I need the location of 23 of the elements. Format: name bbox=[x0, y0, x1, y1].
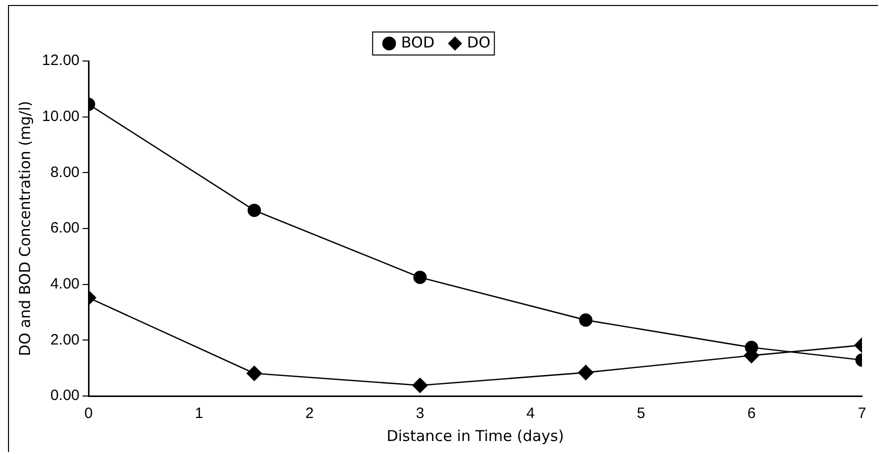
x-tick-label: 4 bbox=[526, 405, 535, 422]
legend-label: DO bbox=[467, 33, 490, 52]
y-tick-label: 6.00 bbox=[50, 220, 80, 237]
y-tick-label: 4.00 bbox=[50, 275, 80, 292]
point bbox=[413, 270, 427, 284]
y-tick-label: 10.00 bbox=[42, 108, 80, 125]
legend-label: BOD bbox=[401, 33, 435, 52]
y-tick-label: 2.00 bbox=[50, 331, 80, 348]
x-tick-label: 1 bbox=[194, 405, 204, 422]
point bbox=[578, 364, 594, 380]
y-tick-label: 8.00 bbox=[50, 164, 80, 181]
x-tick-label: 5 bbox=[636, 405, 646, 422]
y-tick-label: 0.00 bbox=[50, 387, 80, 404]
x-tick-label: 2 bbox=[305, 405, 314, 422]
x-tick-label: 3 bbox=[416, 405, 424, 422]
y-axis-title: DO and BOD Concentration (mg/l) bbox=[16, 100, 34, 356]
x-tick-label: 0 bbox=[84, 405, 93, 422]
x-axis-title: Distance in Time (days) bbox=[386, 426, 564, 445]
x-tick-label: 7 bbox=[858, 405, 866, 422]
y-tick-label: 12.00 bbox=[42, 52, 80, 70]
x-tick-label: 6 bbox=[747, 405, 756, 422]
point bbox=[412, 378, 428, 394]
point bbox=[579, 313, 592, 327]
